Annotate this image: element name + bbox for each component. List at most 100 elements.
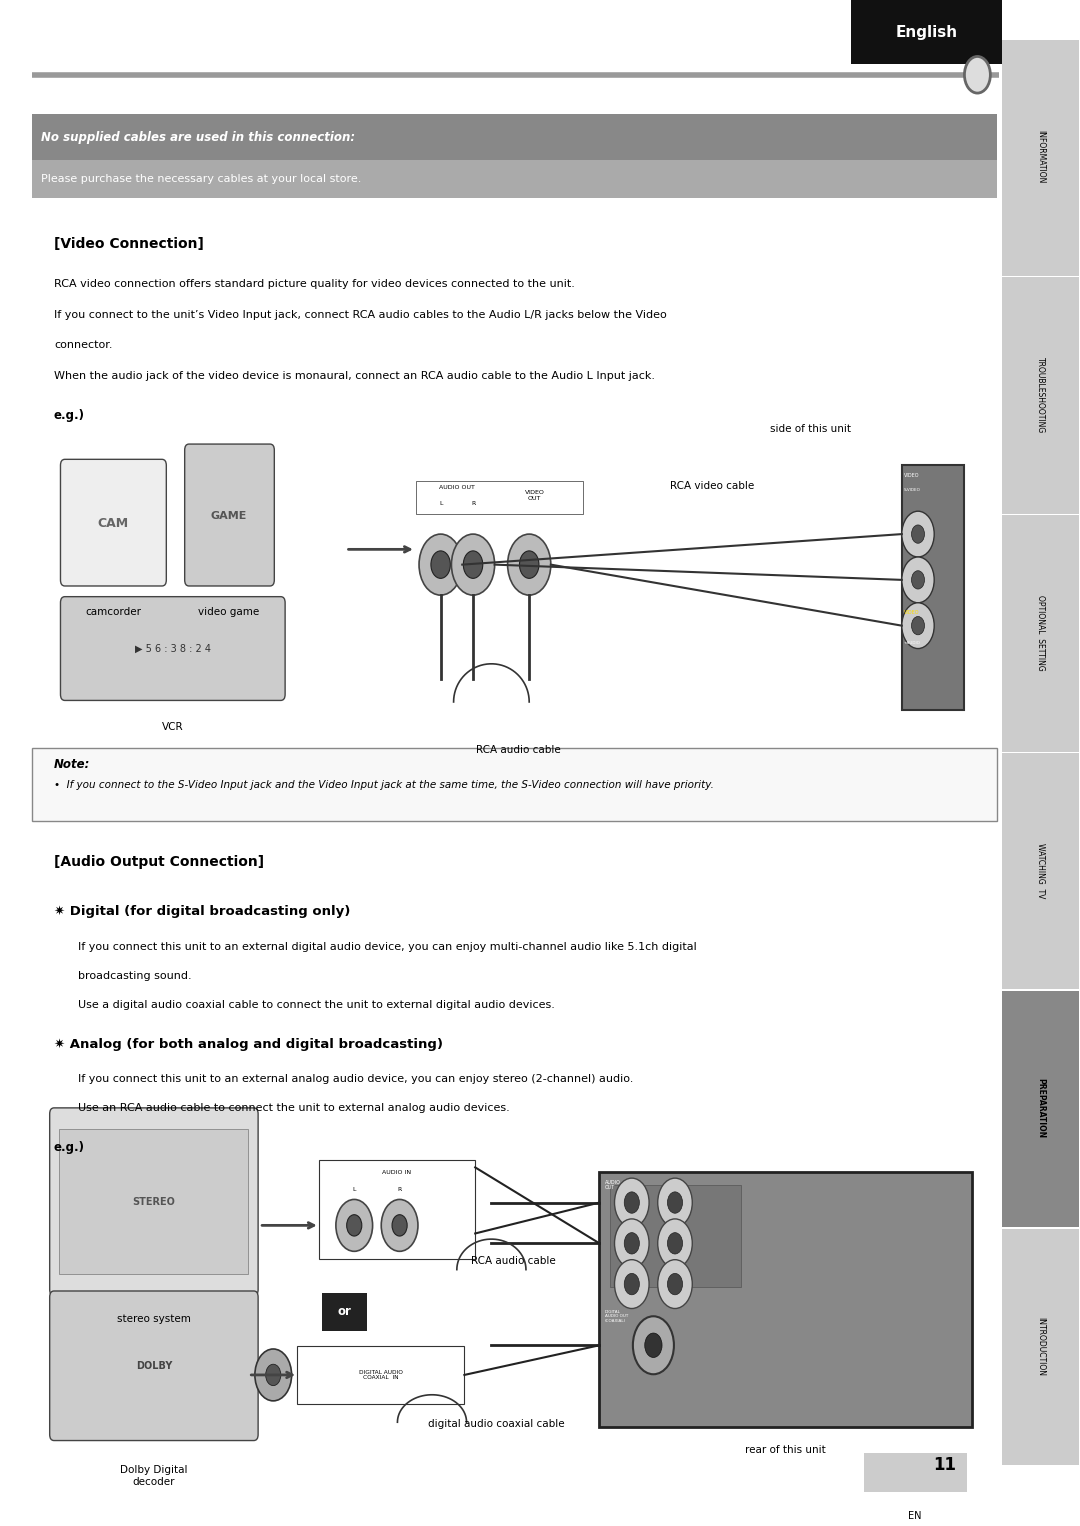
Text: INFORMATION: INFORMATION [1036,130,1045,183]
Text: Use an RCA audio cable to connect the unit to external analog audio devices.: Use an RCA audio cable to connect the un… [78,1103,510,1114]
Text: Please purchase the necessary cables at your local store.: Please purchase the necessary cables at … [41,174,362,185]
Text: VIDEO
OUT: VIDEO OUT [525,490,544,501]
Circle shape [624,1233,639,1254]
Circle shape [255,1349,292,1401]
Text: or: or [338,1305,351,1318]
Text: side of this unit: side of this unit [769,424,851,435]
Circle shape [624,1273,639,1294]
Circle shape [912,525,924,543]
Text: S-VIDEO: S-VIDEO [904,488,921,493]
Circle shape [463,551,483,578]
Text: DOLBY: DOLBY [136,1361,172,1370]
FancyBboxPatch shape [599,1172,972,1427]
Text: camcorder: camcorder [85,607,141,618]
Text: INTRODUCTION: INTRODUCTION [1036,1317,1045,1375]
Text: L: L [352,1187,356,1192]
Text: OPTIONAL  SETTING: OPTIONAL SETTING [1036,595,1045,670]
FancyBboxPatch shape [297,1346,464,1404]
Circle shape [902,557,934,603]
FancyBboxPatch shape [610,1184,741,1286]
Text: If you connect this unit to an external analog audio device, you can enjoy stere: If you connect this unit to an external … [78,1074,633,1085]
FancyBboxPatch shape [1002,1228,1079,1465]
Circle shape [431,551,450,578]
Text: connector.: connector. [54,340,112,351]
FancyBboxPatch shape [1002,516,1079,752]
Text: •  If you connect to the S-Video Input jack and the Video Input jack at the same: • If you connect to the S-Video Input ja… [54,780,714,790]
Circle shape [667,1273,683,1294]
Text: AUDIO OUT: AUDIO OUT [438,485,475,490]
Circle shape [964,56,990,93]
Text: video game: video game [199,607,259,618]
FancyBboxPatch shape [32,748,997,821]
FancyBboxPatch shape [864,1453,967,1492]
FancyBboxPatch shape [32,114,997,160]
FancyBboxPatch shape [60,459,166,586]
FancyBboxPatch shape [50,1291,258,1441]
Text: R: R [397,1187,402,1192]
Circle shape [633,1317,674,1375]
Text: [Video Connection]: [Video Connection] [54,237,204,250]
Circle shape [508,534,551,595]
Circle shape [419,534,462,595]
Circle shape [902,603,934,649]
Text: [Audio Output Connection]: [Audio Output Connection] [54,855,265,868]
Text: RCA video cable: RCA video cable [670,481,754,491]
Circle shape [912,571,924,589]
Text: PREPARATION: PREPARATION [1036,1079,1045,1138]
Text: DIGITAL
AUDIO OUT
(COAXIAL): DIGITAL AUDIO OUT (COAXIAL) [605,1309,629,1323]
Text: VCR: VCR [162,722,184,732]
Text: broadcasting sound.: broadcasting sound. [78,971,191,981]
Text: VIDEO: VIDEO [904,610,919,615]
Text: e.g.): e.g.) [54,409,85,423]
Circle shape [667,1233,683,1254]
Text: Use a digital audio coaxial cable to connect the unit to external digital audio : Use a digital audio coaxial cable to con… [78,1000,555,1010]
Text: ▶ 5 6 : 3 8 : 2 4: ▶ 5 6 : 3 8 : 2 4 [135,644,211,653]
Text: VIDEO: VIDEO [904,473,919,478]
Text: TROUBLESHOOTING: TROUBLESHOOTING [1036,357,1045,433]
Text: If you connect this unit to an external digital audio device, you can enjoy mult: If you connect this unit to an external … [78,942,697,952]
Circle shape [658,1259,692,1308]
Text: STEREO: STEREO [133,1196,175,1207]
Text: rear of this unit: rear of this unit [745,1445,826,1456]
Text: WATCHING  TV: WATCHING TV [1036,842,1045,899]
Circle shape [615,1259,649,1308]
Text: RCA audio cable: RCA audio cable [471,1256,555,1267]
Text: ✷ Digital (for digital broadcasting only): ✷ Digital (for digital broadcasting only… [54,905,350,919]
Text: Dolby Digital
decoder: Dolby Digital decoder [120,1465,188,1486]
Text: When the audio jack of the video device is monaural, connect an RCA audio cable : When the audio jack of the video device … [54,371,654,382]
Circle shape [658,1178,692,1227]
Circle shape [347,1215,362,1236]
Text: R: R [471,501,475,505]
FancyBboxPatch shape [50,1108,258,1296]
Text: EN: EN [908,1511,921,1521]
Text: 11: 11 [933,1456,956,1474]
Circle shape [912,617,924,635]
Text: Note:: Note: [54,758,91,772]
Text: RCA video connection offers standard picture quality for video devices connected: RCA video connection offers standard pic… [54,279,575,290]
FancyBboxPatch shape [1002,990,1079,1227]
Circle shape [658,1219,692,1268]
Circle shape [392,1215,407,1236]
Circle shape [266,1364,281,1386]
Text: AUDIO IN: AUDIO IN [382,1170,411,1175]
FancyBboxPatch shape [32,160,997,198]
Circle shape [519,551,539,578]
Text: digital audio coaxial cable: digital audio coaxial cable [429,1419,565,1430]
Text: e.g.): e.g.) [54,1141,85,1155]
Circle shape [381,1199,418,1251]
Text: If you connect to the unit’s Video Input jack, connect RCA audio cables to the A: If you connect to the unit’s Video Input… [54,310,666,320]
Text: DIGITAL AUDIO
COAXIAL  IN: DIGITAL AUDIO COAXIAL IN [359,1369,403,1381]
FancyBboxPatch shape [60,597,285,700]
Text: AUDIO
OUT: AUDIO OUT [605,1180,621,1190]
Text: stereo system: stereo system [117,1314,191,1325]
Text: RCA audio cable: RCA audio cable [476,745,561,755]
Text: ✷ Analog (for both analog and digital broadcasting): ✷ Analog (for both analog and digital br… [54,1038,443,1051]
Circle shape [615,1178,649,1227]
FancyBboxPatch shape [59,1129,248,1274]
FancyBboxPatch shape [1002,754,1079,989]
FancyBboxPatch shape [1002,40,1079,276]
Text: English: English [895,24,958,40]
Circle shape [624,1192,639,1213]
Circle shape [336,1199,373,1251]
Circle shape [667,1192,683,1213]
